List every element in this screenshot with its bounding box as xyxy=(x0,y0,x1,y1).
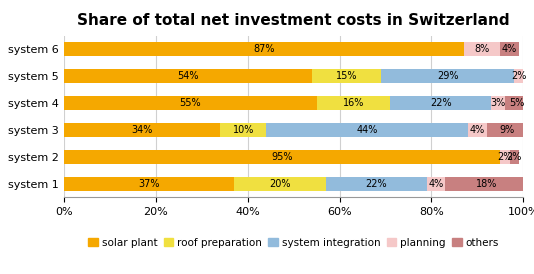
Text: 4%: 4% xyxy=(470,125,485,135)
Bar xyxy=(505,96,528,110)
Text: 2%: 2% xyxy=(497,152,513,162)
Text: 9%: 9% xyxy=(500,125,515,135)
Bar xyxy=(64,42,464,56)
Text: 37%: 37% xyxy=(138,179,160,189)
Text: 3%: 3% xyxy=(490,98,506,108)
Text: 22%: 22% xyxy=(430,98,451,108)
Text: 10%: 10% xyxy=(232,125,254,135)
Text: 87%: 87% xyxy=(253,44,274,54)
Text: 29%: 29% xyxy=(437,71,458,81)
Bar xyxy=(464,42,500,56)
Text: 55%: 55% xyxy=(179,98,201,108)
Bar xyxy=(234,177,326,191)
Bar xyxy=(381,69,514,83)
Bar xyxy=(312,69,381,83)
Bar xyxy=(468,123,486,137)
Bar xyxy=(500,42,519,56)
Text: 2%: 2% xyxy=(506,152,522,162)
Bar xyxy=(317,96,390,110)
Text: 54%: 54% xyxy=(177,71,199,81)
Title: Share of total net investment costs in Switzerland: Share of total net investment costs in S… xyxy=(77,13,510,27)
Text: 15%: 15% xyxy=(336,71,357,81)
Text: 2%: 2% xyxy=(511,71,527,81)
Text: 18%: 18% xyxy=(476,179,497,189)
Text: 44%: 44% xyxy=(357,125,378,135)
Legend: solar plant, roof preparation, system integration, planning, others: solar plant, roof preparation, system in… xyxy=(88,238,499,248)
Text: 8%: 8% xyxy=(474,44,490,54)
Bar xyxy=(445,177,528,191)
Bar xyxy=(64,69,312,83)
Bar xyxy=(427,177,445,191)
Bar xyxy=(64,123,220,137)
Bar xyxy=(509,150,519,164)
Bar xyxy=(514,69,523,83)
Bar xyxy=(64,96,317,110)
Text: 20%: 20% xyxy=(269,179,290,189)
Text: 16%: 16% xyxy=(343,98,364,108)
Bar xyxy=(266,123,468,137)
Text: 5%: 5% xyxy=(509,98,524,108)
Text: 34%: 34% xyxy=(131,125,153,135)
Bar xyxy=(491,96,505,110)
Bar xyxy=(500,150,509,164)
Bar xyxy=(486,123,528,137)
Bar xyxy=(64,177,234,191)
Bar xyxy=(64,150,500,164)
Text: 95%: 95% xyxy=(271,152,293,162)
Bar xyxy=(390,96,491,110)
Text: 22%: 22% xyxy=(366,179,387,189)
Text: 4%: 4% xyxy=(428,179,444,189)
Text: 4%: 4% xyxy=(502,44,517,54)
Bar xyxy=(220,123,266,137)
Bar xyxy=(326,177,427,191)
